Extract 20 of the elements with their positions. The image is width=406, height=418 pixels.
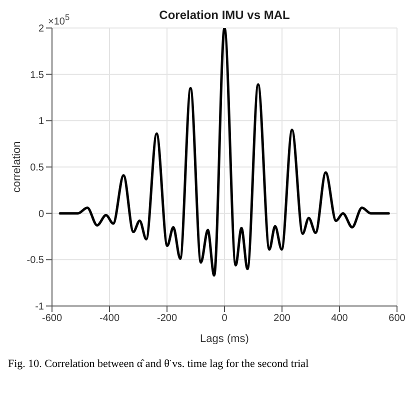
y-tick-label: 1 xyxy=(38,116,44,128)
line-series xyxy=(58,28,390,277)
x-tick-label: 0 xyxy=(222,313,228,324)
y-tick-label: 2 xyxy=(38,24,44,35)
x-tick-label: -200 xyxy=(156,313,178,324)
y-tick-label: -1 xyxy=(35,302,44,313)
x-tick-label: 200 xyxy=(274,313,291,324)
x-tick-label: 600 xyxy=(388,313,406,324)
y-tick-label: -0.5 xyxy=(26,255,44,266)
y-tick-label: 0 xyxy=(38,208,44,220)
x-tick-label: -600 xyxy=(42,313,62,324)
text: ×10$^{5}$ xyxy=(48,12,70,28)
x-axis-title: Lags (ms) xyxy=(200,333,249,345)
caption: Fig. 10. Correlation between α̂ and θ̈ vs. time lag for the second trial xyxy=(8,358,310,370)
y-tick-label: 1.5 xyxy=(30,70,44,81)
chart-title: Corelation IMU vs MAL xyxy=(159,8,290,22)
y-axis-title: correlation xyxy=(10,141,23,193)
x-tick-label: 400 xyxy=(331,313,348,324)
x-tick-label: -400 xyxy=(99,313,120,324)
y-tick-label: 0.5 xyxy=(30,162,44,174)
